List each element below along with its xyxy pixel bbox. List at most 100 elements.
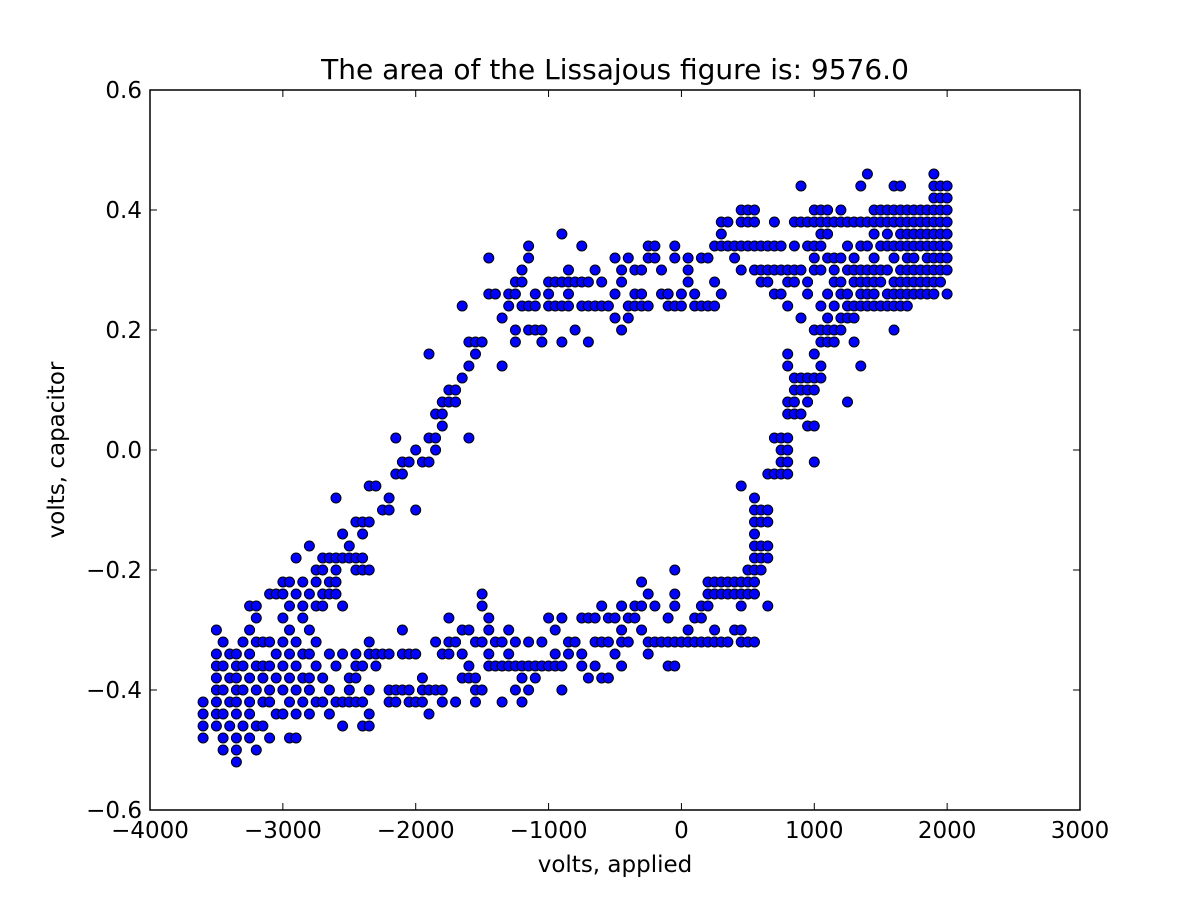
data-point [357, 660, 369, 672]
data-point [682, 264, 694, 276]
data-point [290, 708, 302, 720]
data-point [337, 648, 349, 660]
y-tick-label: −0.4 [86, 678, 142, 704]
data-point [317, 600, 329, 612]
data-point [556, 228, 568, 240]
data-point [430, 432, 442, 444]
data-point [264, 684, 276, 696]
data-point [842, 396, 853, 408]
data-point [217, 684, 229, 696]
data-point [815, 372, 827, 384]
data-point [868, 252, 880, 264]
data-point [503, 300, 515, 312]
data-point [450, 384, 462, 396]
data-point [463, 660, 475, 672]
data-point [330, 576, 342, 588]
data-point [795, 408, 807, 420]
data-point [284, 576, 295, 588]
data-point [749, 636, 760, 648]
data-point [363, 516, 375, 528]
x-tick-label: −2000 [377, 818, 455, 844]
data-point [536, 636, 548, 648]
data-point [277, 684, 289, 696]
axis-ticks: −4000 −3000 −2000 −1000 0 1000 2000 3000 −0.6 −0.… [86, 78, 1109, 844]
data-point [210, 624, 222, 636]
data-point [197, 732, 209, 744]
data-point [450, 636, 462, 648]
data-point [383, 492, 395, 504]
data-point [636, 288, 648, 300]
y-tick-label: 0.2 [105, 318, 142, 344]
y-tick-label: −0.6 [86, 798, 142, 824]
data-point [297, 696, 309, 708]
y-tick-label: 0.0 [105, 438, 142, 464]
data-point [815, 360, 827, 372]
data-point [509, 324, 521, 336]
data-point [217, 732, 229, 744]
data-point [616, 660, 628, 672]
data-point [842, 240, 853, 252]
data-point [682, 252, 694, 264]
data-point [881, 228, 893, 240]
data-point [297, 576, 309, 588]
data-point [749, 576, 760, 588]
data-point [523, 636, 535, 648]
data-point [410, 504, 422, 516]
data-point [848, 252, 860, 264]
data-point [303, 648, 315, 660]
data-point [217, 744, 229, 756]
data-point [230, 744, 242, 756]
data-point [529, 288, 541, 300]
data-point [237, 660, 249, 672]
data-point [290, 732, 302, 744]
x-tick-label: −4000 [111, 818, 189, 844]
data-point [609, 648, 621, 660]
data-point [244, 732, 256, 744]
data-point [822, 312, 834, 324]
data-point [436, 696, 448, 708]
data-point [483, 648, 495, 660]
data-point [835, 204, 847, 216]
data-point [782, 432, 794, 444]
data-point [264, 732, 276, 744]
data-point [782, 444, 794, 456]
data-point [330, 588, 342, 600]
data-point [483, 624, 495, 636]
data-point [808, 456, 820, 468]
data-point [888, 252, 900, 264]
data-point [403, 456, 415, 468]
data-point [244, 696, 256, 708]
data-point [290, 684, 302, 696]
data-point [210, 672, 222, 684]
data-point [888, 324, 900, 336]
data-point [210, 720, 222, 732]
data-point [855, 360, 867, 372]
data-point [230, 708, 242, 720]
data-point [463, 624, 475, 636]
data-point [768, 216, 780, 228]
data-point [775, 288, 787, 300]
data-point [250, 744, 262, 756]
data-point [284, 600, 295, 612]
data-point [722, 216, 734, 228]
data-point [649, 252, 661, 264]
data-point [941, 216, 953, 228]
data-point [616, 624, 628, 636]
data-point [343, 684, 355, 696]
data-point [582, 336, 594, 348]
data-point [503, 648, 515, 660]
data-point [303, 588, 315, 600]
data-point [244, 648, 256, 660]
data-point [357, 552, 369, 564]
data-point [702, 600, 714, 612]
data-point [416, 696, 428, 708]
data-point [523, 252, 535, 264]
data-point [470, 348, 481, 360]
data-point [636, 624, 648, 636]
plot-frame [149, 89, 1081, 811]
data-point [290, 588, 302, 600]
data-point [250, 684, 262, 696]
data-point [875, 276, 887, 288]
data-point [536, 324, 548, 336]
data-point [802, 396, 814, 408]
